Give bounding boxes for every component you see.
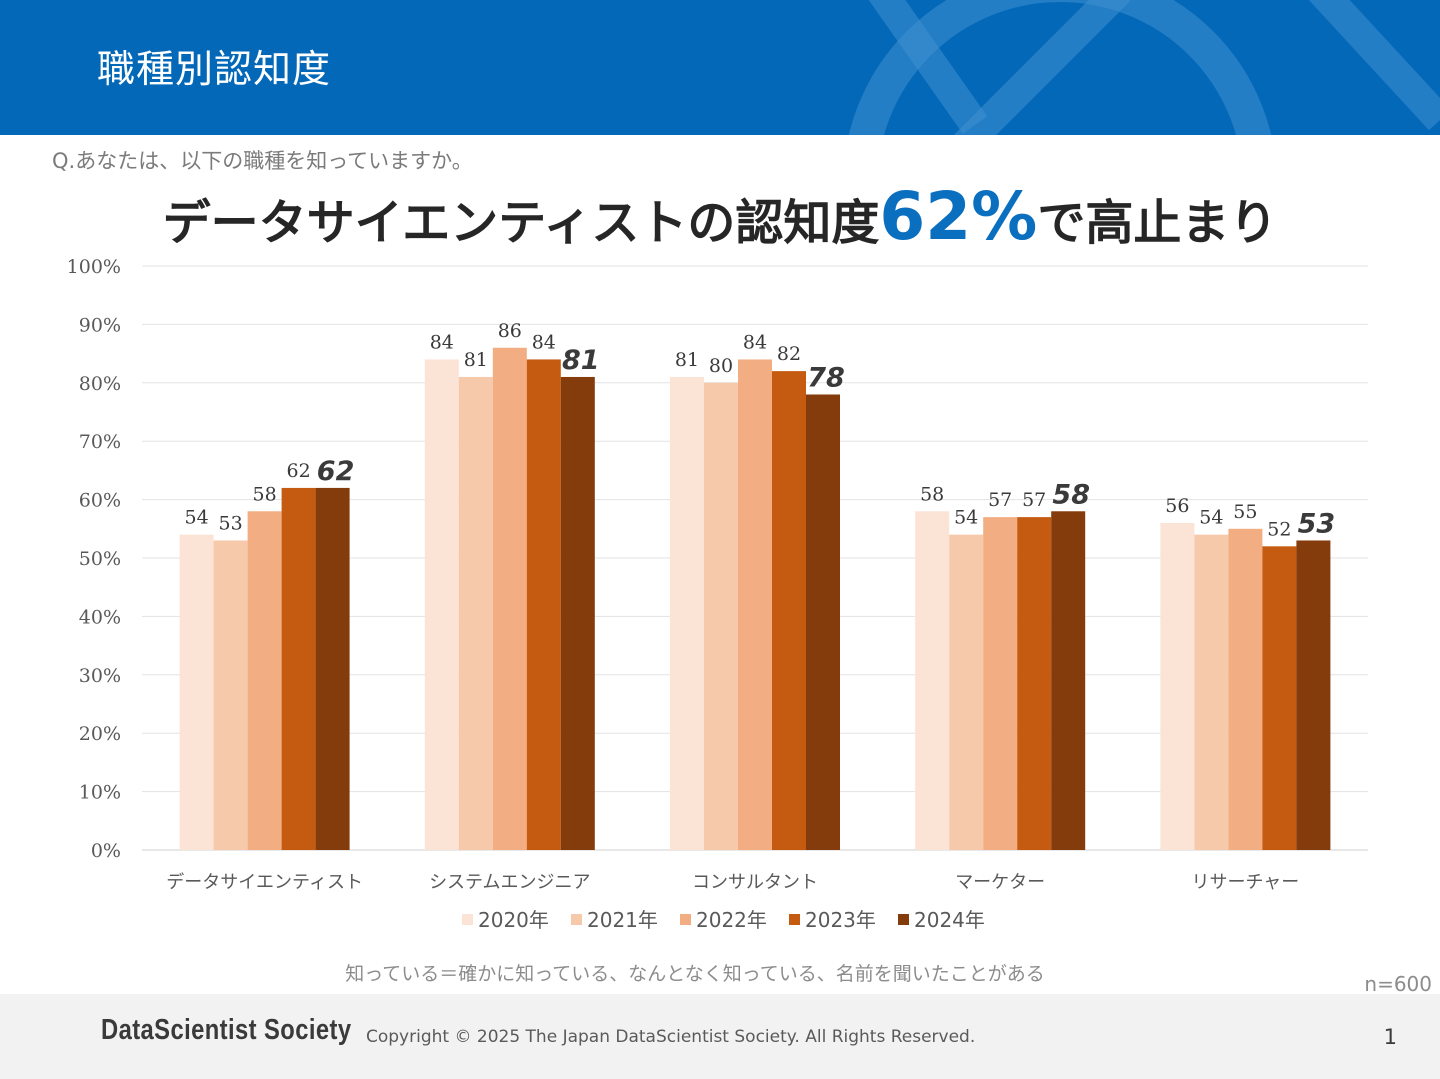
y-tick-label: 10% xyxy=(79,782,121,804)
header-decoration xyxy=(848,0,1440,135)
data-label: 57 xyxy=(988,489,1012,511)
footer-logo: DataScientist Society xyxy=(101,1014,352,1046)
x-tick-label: コンサルタント xyxy=(692,872,818,893)
data-label: 54 xyxy=(1199,507,1223,529)
data-label: 53 xyxy=(1298,508,1336,539)
data-label: 84 xyxy=(743,331,767,353)
bar xyxy=(1194,534,1229,850)
y-tick-label: 40% xyxy=(79,606,121,628)
data-label: 58 xyxy=(1052,479,1090,510)
data-label: 54 xyxy=(954,507,978,529)
y-tick-label: 100% xyxy=(67,256,121,278)
data-label: 58 xyxy=(920,483,944,505)
headline-suffix: で高止まり xyxy=(1037,195,1278,251)
legend-swatch xyxy=(898,914,909,925)
bar xyxy=(806,394,840,850)
data-label: 54 xyxy=(185,507,209,529)
data-label: 57 xyxy=(1022,489,1046,511)
data-label: 81 xyxy=(464,349,488,371)
y-tick-label: 50% xyxy=(79,548,121,570)
header-bar: 職種別認知度 xyxy=(0,0,1440,135)
bar xyxy=(1160,522,1195,850)
bar xyxy=(213,540,248,850)
y-tick-label: 60% xyxy=(79,490,121,512)
bar xyxy=(670,376,704,850)
data-labels: 54 53 58 62 62 84 81 86 84 81 81 80 84 82 78 58 54 57 57 58… xyxy=(185,320,1336,541)
legend-swatch xyxy=(789,914,800,925)
bars xyxy=(179,347,1331,850)
bar xyxy=(424,359,459,850)
legend-swatch xyxy=(462,914,473,925)
data-label: 82 xyxy=(777,343,801,365)
bar xyxy=(492,347,527,850)
legend-label: 2020年 xyxy=(478,908,549,932)
legend-label: 2021年 xyxy=(587,908,658,932)
footnote: 知っている＝確かに知っている、なんとなく知っている、名前を聞いたことがある xyxy=(345,963,1045,985)
bar xyxy=(1296,540,1331,850)
bar xyxy=(983,517,1018,850)
bar xyxy=(179,534,214,850)
data-label: 78 xyxy=(807,362,845,393)
x-tick-label: データサイエンティスト xyxy=(166,872,363,893)
bar xyxy=(1228,528,1263,850)
bar xyxy=(1017,517,1052,850)
data-label: 53 xyxy=(219,512,243,534)
legend-label: 2022年 xyxy=(696,908,767,932)
x-tick-label: システムエンジニア xyxy=(429,872,590,893)
bar xyxy=(738,359,772,850)
bar xyxy=(281,487,316,850)
bar xyxy=(1262,546,1297,850)
x-tick-label: マーケター xyxy=(955,872,1045,893)
sample-size: n=600 xyxy=(1364,972,1432,996)
legend-swatch xyxy=(571,914,582,925)
bar xyxy=(704,382,738,850)
bar xyxy=(315,487,350,850)
data-label: 84 xyxy=(532,331,556,353)
data-label: 80 xyxy=(709,355,733,377)
bar xyxy=(458,376,493,850)
page-title: 職種別認知度 xyxy=(97,47,332,91)
x-tick-label: リサーチャー xyxy=(1191,872,1299,893)
headline-prefix: データサイエンティストの認知度 xyxy=(162,195,880,251)
y-tick-label: 80% xyxy=(79,373,121,395)
data-label: 62 xyxy=(317,456,355,487)
data-label: 52 xyxy=(1267,518,1291,540)
bar xyxy=(247,511,282,850)
data-label: 56 xyxy=(1165,495,1189,517)
x-axis-ticks: データサイエンティスト システムエンジニア コンサルタント マーケター リサーチャー xyxy=(166,872,1299,893)
y-tick-label: 90% xyxy=(79,314,121,336)
legend-label: 2023年 xyxy=(805,908,876,932)
data-label: 81 xyxy=(675,349,699,371)
y-tick-label: 20% xyxy=(79,723,121,745)
data-label: 62 xyxy=(287,460,311,482)
legend-label: 2024年 xyxy=(914,908,985,932)
headline-highlight: 62% xyxy=(879,178,1038,255)
copyright-text: Copyright © 2025 The Japan DataScientist… xyxy=(366,1027,976,1047)
bar xyxy=(1051,511,1086,850)
y-tick-label: 0% xyxy=(91,840,121,862)
bar xyxy=(949,534,984,850)
page-number: 1 xyxy=(1383,1025,1397,1049)
data-label: 55 xyxy=(1233,501,1257,523)
y-axis-ticks: 0% 10% 20% 30% 40% 50% 60% 70% 80% 90% 100% xyxy=(67,256,121,862)
data-label: 58 xyxy=(253,483,277,505)
survey-question: Q.あなたは、以下の職種を知っていますか。 xyxy=(52,149,473,173)
bar xyxy=(526,359,561,850)
bar xyxy=(772,371,806,850)
y-tick-label: 70% xyxy=(79,431,121,453)
legend: 2020年 2021年 2022年 2023年 2024年 xyxy=(462,908,985,932)
bar-chart: 0% 10% 20% 30% 40% 50% 60% 70% 80% 90% 100% 54 53 58… xyxy=(67,256,1368,932)
footer: DataScientist Society Copyright © 2025 T… xyxy=(0,994,1440,1079)
data-label: 81 xyxy=(562,345,600,376)
bar xyxy=(915,511,950,850)
legend-swatch xyxy=(680,914,691,925)
data-label: 86 xyxy=(498,320,522,342)
headline: データサイエンティストの認知度62%で高止まり xyxy=(0,178,1440,255)
data-label: 84 xyxy=(430,331,454,353)
bar xyxy=(560,376,595,850)
y-tick-label: 30% xyxy=(79,665,121,687)
